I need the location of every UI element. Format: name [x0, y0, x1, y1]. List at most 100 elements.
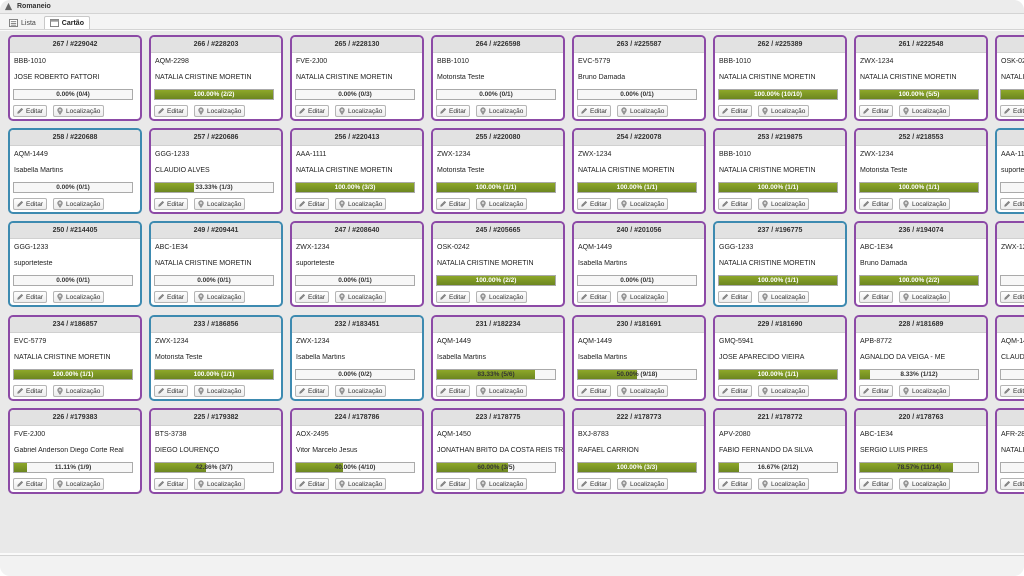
- location-button[interactable]: Localização: [53, 478, 105, 490]
- location-button[interactable]: Localização: [617, 385, 669, 397]
- edit-button[interactable]: Editar: [718, 385, 752, 397]
- romaneio-card[interactable]: 222 / #178773 BXJ-8783 RAFAEL CARRION 100.0…: [572, 408, 706, 494]
- location-button[interactable]: Localização: [194, 385, 246, 397]
- location-button[interactable]: Localização: [758, 291, 810, 303]
- edit-button[interactable]: Editar: [1000, 291, 1024, 303]
- romaneio-card[interactable]: 255 / #220080 ZWX-1234 Motorista Teste 100.…: [431, 128, 565, 214]
- location-button[interactable]: Localização: [617, 291, 669, 303]
- romaneio-card[interactable]: 245 / #205665 OSK-0242 NATALIA CRISTINE MO…: [431, 221, 565, 307]
- romaneio-card[interactable]: 261 / #222548 ZWX-1234 NATALIA CRISTINE MO…: [854, 35, 988, 121]
- location-button[interactable]: Localização: [335, 385, 387, 397]
- location-button[interactable]: Localização: [194, 105, 246, 117]
- location-button[interactable]: Localização: [335, 105, 387, 117]
- edit-button[interactable]: Editar: [295, 198, 329, 210]
- location-button[interactable]: Localização: [53, 105, 105, 117]
- location-button[interactable]: Localização: [53, 385, 105, 397]
- romaneio-card[interactable]: 256 / #220413 AAA-1111 NATALIA CRISTINE MO…: [290, 128, 424, 214]
- edit-button[interactable]: Editar: [577, 105, 611, 117]
- edit-button[interactable]: Editar: [718, 198, 752, 210]
- location-button[interactable]: Localização: [335, 478, 387, 490]
- edit-button[interactable]: Editar: [13, 385, 47, 397]
- location-button[interactable]: Localização: [758, 105, 810, 117]
- romaneio-card[interactable]: 234 / #186857 EVC-5779 NATALIA CRISTINE MO…: [8, 315, 142, 401]
- romaneio-card[interactable]: 228 / #181689 APB-8772 AGNALDO DA VEIGA - …: [854, 315, 988, 401]
- edit-button[interactable]: Editar: [13, 291, 47, 303]
- edit-button[interactable]: Editar: [436, 385, 470, 397]
- cards-board[interactable]: 267 / #229042 BBB-1010 JOSE ROBERTO FATTOR…: [0, 31, 1024, 553]
- edit-button[interactable]: Editar: [295, 478, 329, 490]
- edit-button[interactable]: Editar: [295, 105, 329, 117]
- romaneio-card[interactable]: OSK-024NATALIEditarLocalização: [995, 35, 1024, 121]
- romaneio-card[interactable]: 266 / #228203 AQM-2298 NATALIA CRISTINE MO…: [149, 35, 283, 121]
- romaneio-card[interactable]: 267 / #229042 BBB-1010 JOSE ROBERTO FATTOR…: [8, 35, 142, 121]
- edit-button[interactable]: Editar: [859, 291, 893, 303]
- edit-button[interactable]: Editar: [1000, 385, 1024, 397]
- edit-button[interactable]: Editar: [577, 385, 611, 397]
- location-button[interactable]: Localização: [194, 291, 246, 303]
- romaneio-card[interactable]: 265 / #228130 FVE-2J00 NATALIA CRISTINE MO…: [290, 35, 424, 121]
- location-button[interactable]: Localização: [194, 478, 246, 490]
- location-button[interactable]: Localização: [899, 105, 951, 117]
- location-button[interactable]: Localização: [899, 291, 951, 303]
- edit-button[interactable]: Editar: [13, 105, 47, 117]
- tab-cartao[interactable]: Cartão: [43, 16, 90, 29]
- location-button[interactable]: Localização: [53, 198, 105, 210]
- location-button[interactable]: Localização: [335, 291, 387, 303]
- edit-button[interactable]: Editar: [718, 105, 752, 117]
- romaneio-card[interactable]: 263 / #225587 EVC-5779 Bruno Damada 0.00% (…: [572, 35, 706, 121]
- edit-button[interactable]: Editar: [718, 291, 752, 303]
- romaneio-card[interactable]: AFR-281NATALIEditarLocalização: [995, 408, 1024, 494]
- location-button[interactable]: Localização: [758, 198, 810, 210]
- edit-button[interactable]: Editar: [154, 478, 188, 490]
- edit-button[interactable]: Editar: [859, 478, 893, 490]
- location-button[interactable]: Localização: [617, 478, 669, 490]
- romaneio-card[interactable]: 252 / #218553 ZWX-1234 Motorista Teste 100.…: [854, 128, 988, 214]
- location-button[interactable]: Localização: [899, 478, 951, 490]
- romaneio-card[interactable]: 258 / #220688 AQM-1449 Isabella Martins 0.0…: [8, 128, 142, 214]
- romaneio-card[interactable]: 230 / #181691 AQM-1449 Isabella Martins 50.…: [572, 315, 706, 401]
- romaneio-card[interactable]: 232 / #183451 ZWX-1234 Isabella Martins 0.0…: [290, 315, 424, 401]
- edit-button[interactable]: Editar: [295, 385, 329, 397]
- romaneio-card[interactable]: 224 / #178786 AOX-2495 Vitor Marcelo Jesus…: [290, 408, 424, 494]
- edit-button[interactable]: Editar: [436, 105, 470, 117]
- location-button[interactable]: Localização: [476, 291, 528, 303]
- romaneio-card[interactable]: 226 / #179383 FVE-2J00 Gabriel Anderson Di…: [8, 408, 142, 494]
- romaneio-card[interactable]: 223 / #178775 AQM-1450 JONATHAN BRITO DA C…: [431, 408, 565, 494]
- romaneio-card[interactable]: 254 / #220078 ZWX-1234 NATALIA CRISTINE MO…: [572, 128, 706, 214]
- romaneio-card[interactable]: 253 / #219875 BBB-1010 NATALIA CRISTINE MO…: [713, 128, 847, 214]
- romaneio-card[interactable]: 236 / #194074 ABC-1E34 Bruno Damada 100.00%…: [854, 221, 988, 307]
- edit-button[interactable]: Editar: [295, 291, 329, 303]
- romaneio-card[interactable]: 231 / #182234 AQM-1449 Isabella Martins 83.…: [431, 315, 565, 401]
- location-button[interactable]: Localização: [476, 478, 528, 490]
- edit-button[interactable]: Editar: [1000, 105, 1024, 117]
- edit-button[interactable]: Editar: [1000, 478, 1024, 490]
- edit-button[interactable]: Editar: [154, 291, 188, 303]
- location-button[interactable]: Localização: [617, 105, 669, 117]
- edit-button[interactable]: Editar: [154, 105, 188, 117]
- tab-lista[interactable]: Lista: [3, 16, 42, 29]
- location-button[interactable]: Localização: [617, 198, 669, 210]
- edit-button[interactable]: Editar: [13, 478, 47, 490]
- romaneio-card[interactable]: 247 / #208640 ZWX-1234 suporteteste 0.00% (…: [290, 221, 424, 307]
- location-button[interactable]: Localização: [194, 198, 246, 210]
- edit-button[interactable]: Editar: [859, 105, 893, 117]
- edit-button[interactable]: Editar: [859, 198, 893, 210]
- location-button[interactable]: Localização: [758, 478, 810, 490]
- romaneio-card[interactable]: 220 / #178763 ABC-1E34 SERGIO LUIS PIRES 78…: [854, 408, 988, 494]
- location-button[interactable]: Localização: [335, 198, 387, 210]
- edit-button[interactable]: Editar: [436, 291, 470, 303]
- romaneio-card[interactable]: 229 / #181690 GMQ-5941 JOSE APARECIDO VIEI…: [713, 315, 847, 401]
- romaneio-card[interactable]: AAA-111suportetEditarLocalização: [995, 128, 1024, 214]
- romaneio-card[interactable]: 221 / #178772 APV-2080 FABIO FERNANDO DA S…: [713, 408, 847, 494]
- romaneio-card[interactable]: 262 / #225389 BBB-1010 NATALIA CRISTINE MO…: [713, 35, 847, 121]
- romaneio-card[interactable]: 249 / #209441 ABC-1E34 NATALIA CRISTINE MO…: [149, 221, 283, 307]
- edit-button[interactable]: Editar: [436, 478, 470, 490]
- edit-button[interactable]: Editar: [154, 198, 188, 210]
- romaneio-card[interactable]: 225 / #179382 BTS-3738 DIEGO LOURENÇO 42.86…: [149, 408, 283, 494]
- romaneio-card[interactable]: 240 / #201056 AQM-1449 Isabella Martins 0.0…: [572, 221, 706, 307]
- edit-button[interactable]: Editar: [577, 478, 611, 490]
- romaneio-card[interactable]: ZWX-12EditarLocalização: [995, 221, 1024, 307]
- location-button[interactable]: Localização: [476, 385, 528, 397]
- romaneio-card[interactable]: 257 / #220686 GGG-1233 CLAUDIO ALVES 33.33%…: [149, 128, 283, 214]
- romaneio-card[interactable]: AQM-14CLAUDIEditarLocalização: [995, 315, 1024, 401]
